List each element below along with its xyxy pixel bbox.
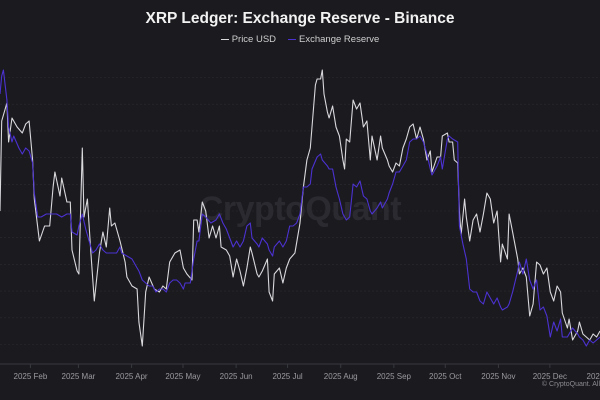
x-tick-label: 2025 Aug <box>324 372 358 381</box>
copyright-text: © CryptoQuant. All <box>541 381 600 388</box>
x-tick-label: 2025 Dec <box>533 372 567 381</box>
x-tick-label: 2025 Sep <box>377 372 412 381</box>
x-tick-label: 2026 Jan <box>587 372 600 381</box>
gridlines <box>0 77 600 345</box>
x-tick-label: 2025 Feb <box>14 372 48 381</box>
x-tick-label: 2025 Oct <box>429 372 462 381</box>
legend-swatch-exchange-reserve <box>288 38 297 41</box>
series-line-exchange-reserve <box>0 69 600 347</box>
x-tick-label: 2025 Nov <box>481 372 515 381</box>
legend-label-exchange-reserve: Exchange Reserve <box>299 34 380 45</box>
x-tick-label: 2025 Apr <box>116 372 148 381</box>
chart-title: XRP Ledger: Exchange Reserve - Binance <box>145 10 455 27</box>
legend-label-price: Price USD <box>231 34 277 45</box>
legend: Price USD Exchange Reserve <box>0 34 600 45</box>
x-tick-label: 2025 Mar <box>62 372 96 381</box>
legend-item-exchange-reserve[interactable]: Exchange Reserve <box>288 34 379 45</box>
x-tick-label: 2025 Jun <box>220 372 253 381</box>
x-axis-ticks: 2025 Feb 2025 Mar 2025 Apr 2025 May 2025 Jun… <box>14 364 600 381</box>
x-tick-label: 2025 May <box>165 372 200 381</box>
legend-swatch-price <box>220 38 229 41</box>
series-lines <box>0 69 600 347</box>
x-tick-label: 2025 Jul <box>272 372 302 381</box>
series-line-price-usd <box>0 69 600 347</box>
legend-item-price[interactable]: Price USD <box>220 34 277 45</box>
